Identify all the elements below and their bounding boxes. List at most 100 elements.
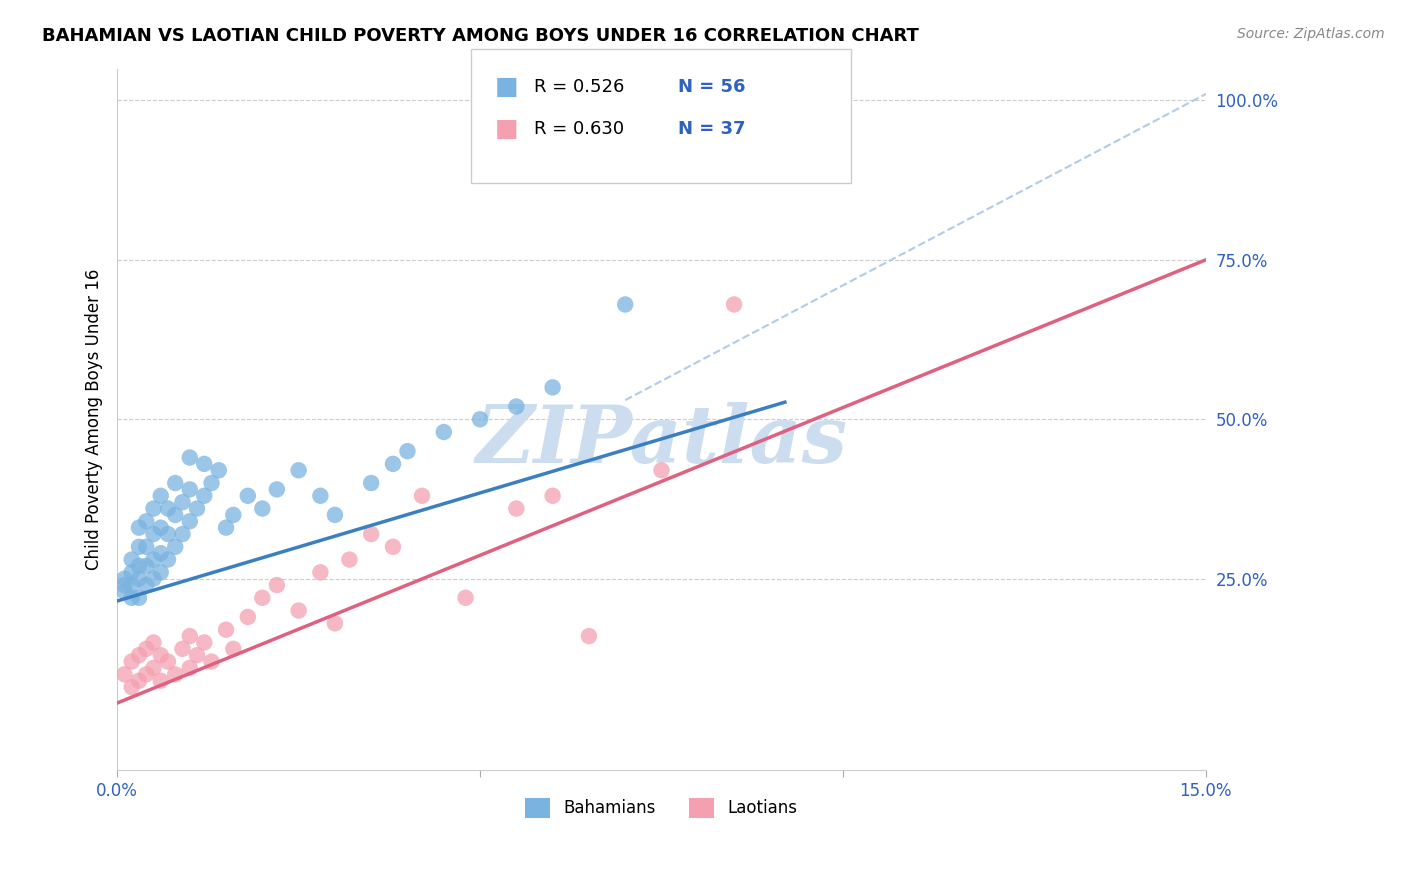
Point — [381, 457, 404, 471]
Point — [252, 591, 274, 605]
Point — [165, 476, 187, 491]
Point — [165, 540, 187, 554]
Point — [128, 521, 150, 535]
Point — [222, 641, 245, 656]
Y-axis label: Child Poverty Among Boys Under 16: Child Poverty Among Boys Under 16 — [86, 268, 103, 570]
Point — [142, 552, 165, 566]
Point — [142, 635, 165, 649]
Point — [236, 489, 259, 503]
Point — [323, 508, 346, 522]
Point — [114, 572, 136, 586]
Point — [208, 463, 231, 477]
Point — [287, 463, 309, 477]
Point — [614, 297, 637, 311]
Point — [287, 603, 309, 617]
Point — [266, 578, 288, 592]
Point — [505, 400, 527, 414]
Text: ■: ■ — [495, 76, 519, 99]
Point — [149, 521, 172, 535]
Point — [149, 566, 172, 580]
Point — [149, 489, 172, 503]
Point — [142, 572, 165, 586]
Point — [128, 558, 150, 573]
Text: ■: ■ — [495, 118, 519, 141]
Point — [215, 521, 238, 535]
Point — [381, 540, 404, 554]
Point — [165, 508, 187, 522]
Point — [179, 629, 201, 643]
Point — [650, 463, 672, 477]
Text: ZIPatlas: ZIPatlas — [475, 401, 848, 479]
Point — [179, 514, 201, 528]
Point — [128, 648, 150, 663]
Point — [360, 527, 382, 541]
Point — [121, 552, 143, 566]
Point — [186, 648, 208, 663]
Point — [323, 616, 346, 631]
Point — [114, 578, 136, 592]
Point — [135, 514, 157, 528]
Text: R = 0.526: R = 0.526 — [534, 78, 624, 96]
Point — [156, 501, 179, 516]
Point — [135, 540, 157, 554]
Point — [172, 495, 194, 509]
Text: N = 56: N = 56 — [678, 78, 745, 96]
Point — [121, 566, 143, 580]
Point — [215, 623, 238, 637]
Point — [222, 508, 245, 522]
Point — [339, 552, 361, 566]
Point — [505, 501, 527, 516]
Point — [172, 527, 194, 541]
Point — [309, 566, 332, 580]
Point — [200, 655, 222, 669]
Point — [121, 591, 143, 605]
Point — [128, 591, 150, 605]
Point — [156, 527, 179, 541]
Point — [121, 655, 143, 669]
Point — [193, 457, 215, 471]
Point — [179, 483, 201, 497]
Point — [165, 667, 187, 681]
Point — [156, 655, 179, 669]
Point — [360, 476, 382, 491]
Point — [236, 610, 259, 624]
Point — [396, 444, 419, 458]
Point — [149, 546, 172, 560]
Point — [128, 572, 150, 586]
Point — [309, 489, 332, 503]
Point — [142, 527, 165, 541]
Legend: Bahamians, Laotians: Bahamians, Laotians — [519, 791, 804, 825]
Point — [186, 501, 208, 516]
Point — [193, 635, 215, 649]
Point — [135, 558, 157, 573]
Point — [179, 661, 201, 675]
Point — [142, 661, 165, 675]
Point — [135, 578, 157, 592]
Point — [114, 584, 136, 599]
Point — [454, 591, 477, 605]
Point — [135, 641, 157, 656]
Point — [128, 673, 150, 688]
Point — [200, 476, 222, 491]
Text: R = 0.630: R = 0.630 — [534, 120, 624, 138]
Point — [541, 380, 564, 394]
Point — [172, 641, 194, 656]
Text: Source: ZipAtlas.com: Source: ZipAtlas.com — [1237, 27, 1385, 41]
Point — [142, 501, 165, 516]
Point — [266, 483, 288, 497]
Point — [193, 489, 215, 503]
Point — [723, 297, 745, 311]
Point — [252, 501, 274, 516]
Point — [179, 450, 201, 465]
Point — [156, 552, 179, 566]
Point — [433, 425, 456, 439]
Point — [149, 673, 172, 688]
Point — [121, 578, 143, 592]
Point — [128, 540, 150, 554]
Point — [411, 489, 433, 503]
Point — [578, 629, 600, 643]
Point — [149, 648, 172, 663]
Point — [468, 412, 491, 426]
Point — [121, 680, 143, 694]
Text: N = 37: N = 37 — [678, 120, 745, 138]
